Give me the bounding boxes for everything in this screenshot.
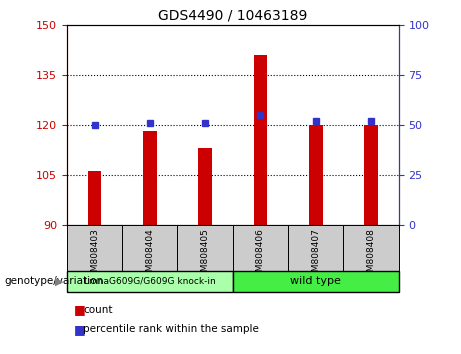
Bar xyxy=(143,131,157,225)
Text: ■: ■ xyxy=(74,303,85,316)
Text: wild type: wild type xyxy=(290,276,341,286)
Bar xyxy=(67,225,122,271)
Text: ■: ■ xyxy=(74,323,85,336)
Text: count: count xyxy=(83,305,112,315)
Text: GSM808405: GSM808405 xyxy=(201,228,210,283)
Text: LmnaG609G/G609G knock-in: LmnaG609G/G609G knock-in xyxy=(84,277,216,286)
Text: GSM808407: GSM808407 xyxy=(311,228,320,283)
Bar xyxy=(177,225,233,271)
Text: GSM808408: GSM808408 xyxy=(366,228,376,283)
Bar xyxy=(122,225,177,271)
Bar xyxy=(364,125,378,225)
Text: GSM808403: GSM808403 xyxy=(90,228,99,283)
Bar xyxy=(288,225,343,271)
Bar xyxy=(67,271,233,292)
Text: percentile rank within the sample: percentile rank within the sample xyxy=(83,324,259,334)
Bar xyxy=(254,55,267,225)
Title: GDS4490 / 10463189: GDS4490 / 10463189 xyxy=(158,8,307,22)
Text: ▶: ▶ xyxy=(55,276,63,286)
Bar xyxy=(343,225,399,271)
Bar xyxy=(233,271,399,292)
Bar xyxy=(309,125,323,225)
Text: GSM808406: GSM808406 xyxy=(256,228,265,283)
Text: GSM808404: GSM808404 xyxy=(145,228,154,283)
Text: genotype/variation: genotype/variation xyxy=(5,276,104,286)
Bar xyxy=(233,225,288,271)
Bar xyxy=(198,148,212,225)
Bar xyxy=(88,171,101,225)
